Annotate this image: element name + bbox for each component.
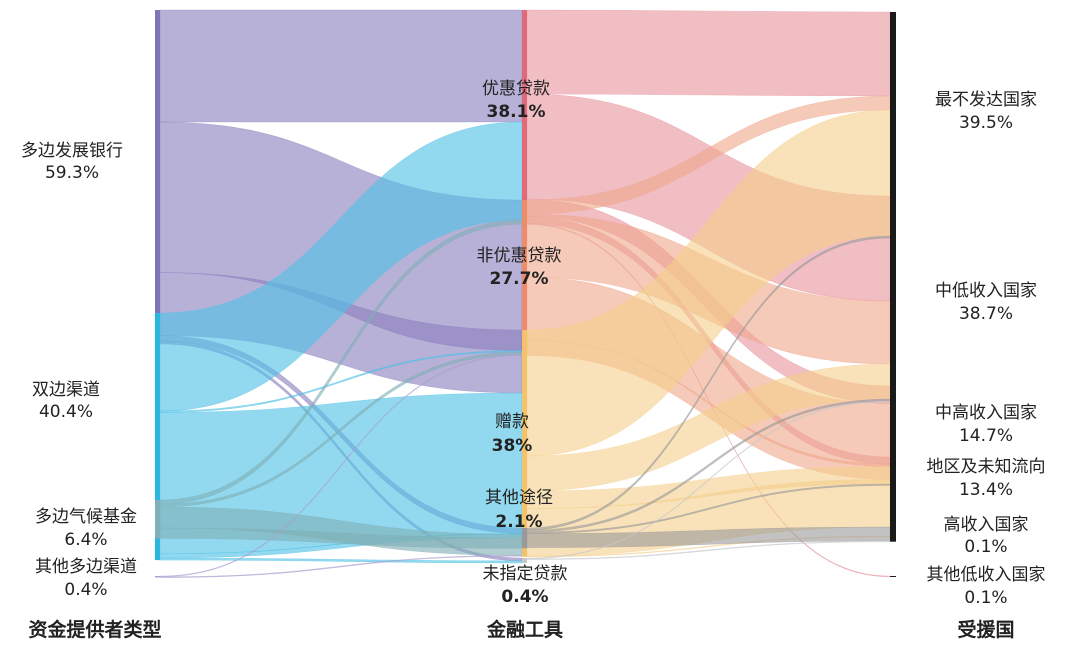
instrument-label-oth: 其他途径 bbox=[485, 488, 553, 508]
instrument-pct-cl: 38.1% bbox=[487, 102, 546, 122]
source-label-mdb: 多边发展银行 bbox=[21, 141, 123, 161]
source-label-omc: 其他多边渠道 bbox=[35, 557, 137, 577]
node-bar-unl bbox=[522, 558, 527, 563]
instrument-pct-gr: 38% bbox=[492, 436, 533, 456]
instrument-pct-oth: 2.1% bbox=[495, 512, 542, 532]
column-title-2: 受援国 bbox=[957, 618, 1014, 641]
source-pct-mcf: 6.4% bbox=[64, 530, 107, 550]
source-label-mcf: 多边气候基金 bbox=[35, 507, 137, 527]
recipient-label-oli: 其他低收入国家 bbox=[927, 565, 1046, 585]
recipient-pct-hi: 0.1% bbox=[964, 537, 1007, 557]
node-bar-lmi bbox=[890, 196, 896, 402]
column-title-0: 资金提供者类型 bbox=[28, 618, 161, 641]
column-title-1: 金融工具 bbox=[486, 618, 563, 641]
source-label-bil: 双边渠道 bbox=[32, 380, 100, 400]
node-bar-gr bbox=[522, 330, 527, 557]
recipient-pct-lmi: 38.7% bbox=[959, 304, 1013, 324]
flow-unl-reg bbox=[526, 540, 891, 560]
instrument-label-unl: 未指定贷款 bbox=[483, 564, 568, 584]
node-bar-ldc bbox=[890, 12, 896, 239]
recipient-label-ldc: 最不发达国家 bbox=[935, 90, 1037, 110]
node-bar-umi bbox=[890, 386, 896, 486]
recipient-pct-ldc: 39.5% bbox=[959, 113, 1013, 133]
instrument-label-gr: 赠款 bbox=[495, 412, 529, 432]
recipient-pct-umi: 14.7% bbox=[959, 426, 1013, 446]
recipient-label-reg: 地区及未知流向 bbox=[927, 457, 1046, 477]
node-bar-oth bbox=[522, 528, 527, 549]
recipient-label-lmi: 中低收入国家 bbox=[935, 281, 1037, 301]
node-bar-bil bbox=[155, 313, 160, 561]
node-bar-reg bbox=[890, 457, 896, 542]
node-bar-mdb bbox=[155, 10, 160, 344]
node-bar-omc bbox=[155, 576, 160, 578]
source-pct-bil: 40.4% bbox=[39, 402, 93, 422]
flow-cl-ldc bbox=[526, 9, 891, 97]
recipient-label-hi: 高收入国家 bbox=[944, 515, 1029, 535]
node-bar-cl bbox=[522, 10, 527, 225]
source-pct-omc: 0.4% bbox=[64, 580, 107, 600]
instrument-label-ncl: 非优惠贷款 bbox=[477, 246, 562, 266]
sankey-links bbox=[159, 9, 891, 578]
instrument-pct-unl: 0.4% bbox=[501, 587, 548, 607]
recipient-pct-oli: 0.1% bbox=[964, 588, 1007, 608]
node-bar-oli bbox=[890, 576, 896, 577]
recipient-pct-reg: 13.4% bbox=[959, 480, 1013, 500]
source-pct-mdb: 59.3% bbox=[45, 163, 99, 183]
instrument-label-cl: 优惠贷款 bbox=[482, 79, 550, 99]
node-bar-mcf bbox=[155, 500, 160, 539]
flow-mdb-cl bbox=[159, 9, 523, 123]
node-bar-hi bbox=[890, 536, 896, 537]
instrument-pct-ncl: 27.7% bbox=[490, 269, 549, 289]
flow-bil-unl bbox=[159, 557, 523, 564]
recipient-label-umi: 中高收入国家 bbox=[935, 403, 1037, 423]
sankey-nodes bbox=[155, 10, 896, 578]
node-bar-ncl bbox=[522, 200, 527, 356]
